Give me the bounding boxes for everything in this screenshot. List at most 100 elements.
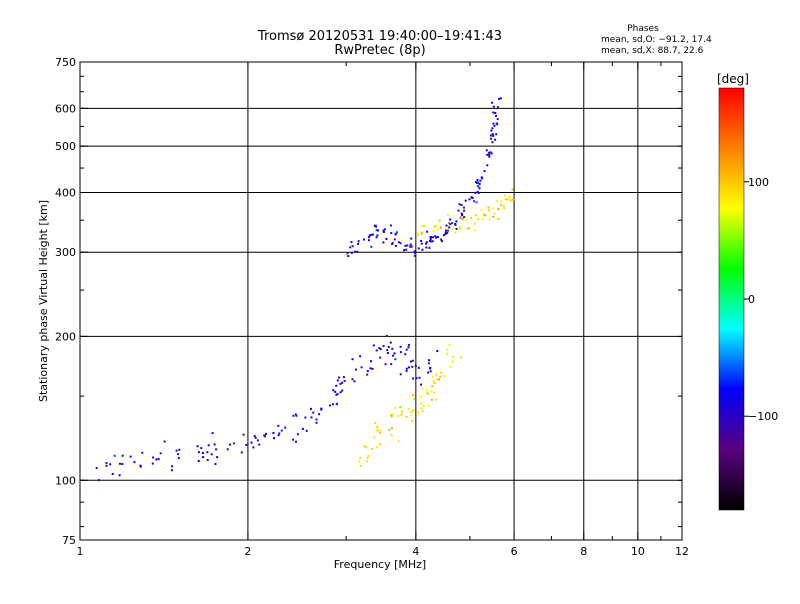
echo-point [272,432,275,434]
echo-point [393,238,396,241]
echo-point [379,443,381,446]
echo-point [463,209,466,212]
echo-point [435,236,438,239]
echo-point [417,366,420,369]
echo-point [394,407,397,410]
echo-point [394,232,397,235]
echo-point [495,133,498,136]
echo-point [432,391,435,394]
echo-point [354,250,356,253]
echo-point [372,344,375,347]
echo-point [446,232,449,234]
echo-point [455,227,458,230]
echo-point [277,424,280,427]
echo-point [452,360,454,363]
echo-point [463,216,466,219]
echo-point [394,358,397,361]
echo-point [434,235,437,238]
echo-point [464,199,467,202]
echo-point [427,393,430,396]
echo-point [410,360,412,363]
echo-point [474,229,477,232]
echo-point [365,460,368,463]
echo-point [382,231,385,233]
echo-point [494,112,497,114]
echo-point [155,458,158,461]
echo-point [177,457,180,460]
echo-point [429,238,432,240]
echo-point [418,376,421,379]
echo-point [390,413,392,416]
echo-point [448,226,451,229]
echo-point [390,232,393,235]
x-tick-layer: 1 2 4 6 8 10 12 [77,62,689,558]
echo-point [489,151,492,154]
echo-point [178,448,181,451]
echo-point [139,465,142,468]
echo-point [468,198,471,201]
echo-point [411,365,414,368]
colorbar-tick-label: 100 [748,176,769,189]
echo-point [426,230,429,233]
echo-point [360,366,363,369]
echo-point [346,252,349,255]
echo-point [477,218,480,221]
y-tick-label: 75 [62,534,76,547]
echo-point [310,416,313,419]
echo-point [434,398,437,401]
echo-point [383,228,386,231]
echo-point [339,382,342,385]
echo-point [415,377,418,380]
echo-point [470,196,473,199]
echo-point [497,218,500,220]
echo-point [376,234,379,237]
echo-point [425,246,428,249]
echo-point [436,350,439,352]
echo-point [460,216,463,219]
echo-point [405,416,408,418]
echo-point [491,101,494,104]
echo-point [335,384,338,387]
echo-point [444,232,447,235]
echo-point [242,433,245,436]
echo-point [431,375,434,378]
echo-point [292,438,295,441]
echo-point [315,421,318,424]
echo-point [105,464,108,467]
echo-point [420,402,423,405]
echo-point [159,452,162,455]
echo-point [359,355,362,358]
echo-point [421,387,424,390]
echo-point [406,244,409,247]
echo-point [413,398,416,400]
echo-point [386,352,389,354]
echo-point [496,106,499,109]
colorbar-tick-label: −100 [748,410,778,423]
echo-point [440,238,443,241]
stats-heading: Phases [627,24,659,34]
echo-point [392,354,395,357]
echo-point [292,414,295,417]
echo-point [431,385,434,388]
echo-point [385,334,388,337]
echo-point [425,389,428,392]
echo-point [351,245,354,248]
echo-point [433,382,436,385]
echo-point [367,455,370,458]
echo-point [385,238,388,240]
echo-point [197,451,200,454]
echo-point [197,460,200,462]
echo-point [449,366,452,369]
echo-point [412,377,415,380]
echo-point [462,206,465,209]
echo-point [412,409,415,412]
echo-point [405,369,408,372]
echo-point [491,141,494,144]
echo-point [432,380,435,383]
echo-point [500,200,503,203]
echo-point [401,410,404,413]
echo-point [417,234,419,237]
echo-point [391,347,394,350]
echo-point [493,212,496,215]
